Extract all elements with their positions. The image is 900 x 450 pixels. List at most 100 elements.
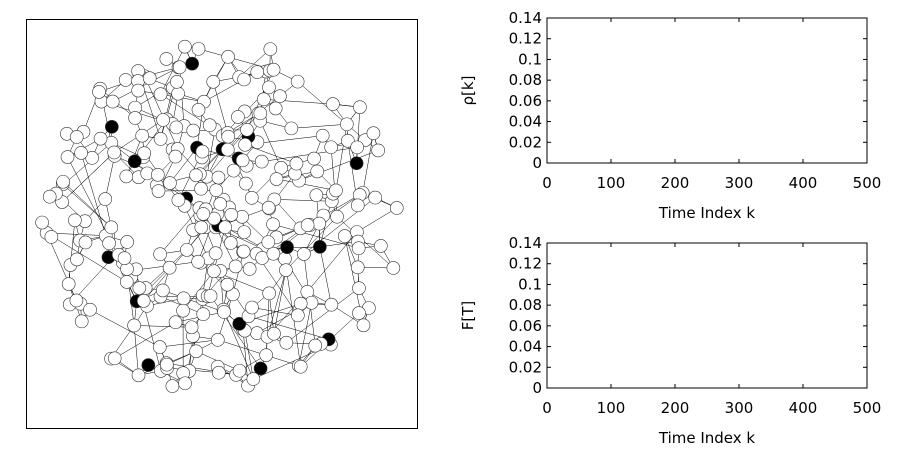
network-edge <box>251 307 298 316</box>
y-tick-label: 0.08 <box>509 71 542 89</box>
network-node <box>191 42 206 56</box>
network-edge <box>80 152 106 236</box>
network-node <box>278 251 292 266</box>
network-edge <box>319 246 332 305</box>
network-edge <box>267 270 287 337</box>
network-node <box>127 318 141 333</box>
network-node <box>300 218 315 232</box>
network-node <box>68 213 82 228</box>
network-node-active <box>141 358 156 372</box>
network-node <box>352 281 366 295</box>
network-node <box>56 174 70 189</box>
network-node <box>119 275 134 289</box>
network-edge <box>285 216 338 271</box>
network-node <box>221 129 236 144</box>
network-nodes <box>35 39 404 393</box>
network-node <box>273 89 287 104</box>
network-node <box>165 379 180 393</box>
network-node <box>240 122 254 137</box>
network-node <box>237 72 251 87</box>
network-node <box>151 167 165 182</box>
network-node <box>172 60 187 75</box>
network-edge <box>223 309 254 380</box>
plot-frame <box>546 17 868 164</box>
network-node <box>162 260 177 275</box>
network-node <box>254 154 269 169</box>
network-node <box>203 289 218 303</box>
y-tick-label: 0.06 <box>509 317 542 335</box>
network-edge <box>112 67 179 102</box>
network-node <box>245 191 259 205</box>
network-node <box>120 235 134 249</box>
network-node <box>93 131 108 146</box>
x-axis-label: Time Index k <box>658 429 756 447</box>
network-node <box>184 320 199 335</box>
network-node <box>386 261 401 275</box>
y-tick-label: 0.1 <box>518 275 542 293</box>
network-node <box>235 153 250 168</box>
network-node <box>208 246 223 261</box>
network-node <box>98 192 113 206</box>
network-node <box>289 156 304 171</box>
network-edge <box>217 339 299 366</box>
network-node <box>310 164 324 179</box>
network-node <box>371 143 385 158</box>
network-node <box>70 252 84 267</box>
network-node <box>356 318 371 333</box>
network-node <box>231 110 245 124</box>
network-edge <box>286 287 360 343</box>
network-node <box>262 80 276 95</box>
network-node <box>326 97 340 111</box>
network-node <box>266 246 281 261</box>
network-edge <box>276 178 337 191</box>
network-node <box>206 74 221 89</box>
y-axis-label: ρ[k] <box>459 76 477 106</box>
network-node <box>366 126 381 141</box>
y-tick-label: 0.02 <box>509 358 542 376</box>
network-node <box>308 338 323 353</box>
network-node <box>180 243 194 257</box>
x-tick-label: 200 <box>661 399 690 417</box>
network-node <box>228 259 243 274</box>
network-graph <box>35 39 404 393</box>
network-edge <box>159 339 218 348</box>
network-node <box>69 130 84 144</box>
network-node <box>309 188 324 203</box>
x-axis-label: Time Index k <box>658 204 756 222</box>
network-edge <box>159 207 200 255</box>
x-tick-label: 200 <box>661 174 690 192</box>
network-node <box>189 168 203 183</box>
network-node <box>353 100 367 114</box>
network-node <box>239 176 253 191</box>
network-node <box>223 236 238 250</box>
network-node <box>207 264 221 279</box>
network-node <box>83 302 97 317</box>
network-node <box>131 368 146 383</box>
network-node <box>35 215 49 230</box>
network-node-active <box>185 56 199 71</box>
x-tick-label: 300 <box>725 399 754 417</box>
network-edge <box>260 71 267 114</box>
network-node <box>178 39 192 54</box>
network-edge <box>105 155 115 200</box>
network-node <box>194 181 208 196</box>
network-node <box>368 190 383 205</box>
network-node-active <box>349 156 364 171</box>
network-node <box>156 113 170 127</box>
x-tick-label: 100 <box>597 399 626 417</box>
network-node <box>242 262 257 276</box>
network-node <box>266 217 280 232</box>
network-edge <box>198 48 274 70</box>
network-node <box>171 86 185 101</box>
x-tick-label: 300 <box>725 174 754 192</box>
network-node <box>42 189 57 204</box>
y-tick-label: 0.12 <box>509 255 542 273</box>
network-edge <box>62 181 112 228</box>
network-node <box>189 344 203 359</box>
network-node <box>142 71 157 86</box>
network-node <box>352 306 366 320</box>
y-tick-label: 0.14 <box>509 234 542 252</box>
network-node <box>250 65 265 79</box>
network-node <box>268 101 283 116</box>
network-node <box>217 305 231 319</box>
